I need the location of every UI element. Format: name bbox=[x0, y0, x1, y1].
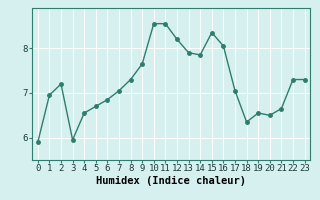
X-axis label: Humidex (Indice chaleur): Humidex (Indice chaleur) bbox=[96, 176, 246, 186]
